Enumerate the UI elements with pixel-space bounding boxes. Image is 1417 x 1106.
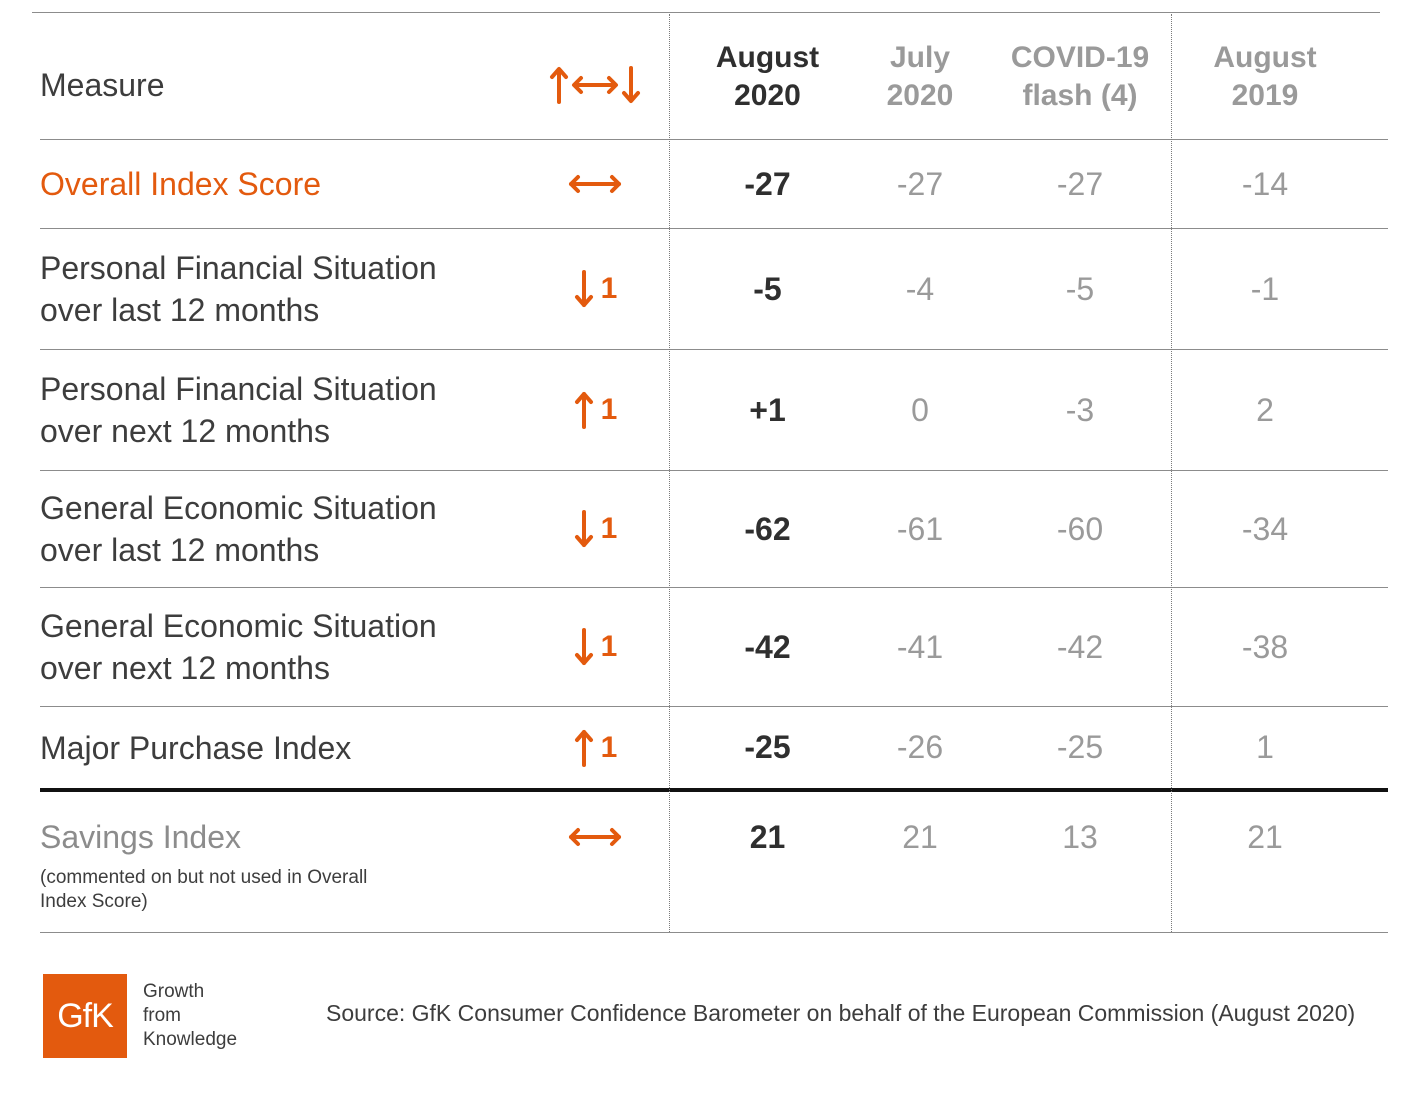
leftright-arrow-icon — [569, 828, 621, 846]
value-ges-last-aug2019: -34 — [1241, 510, 1289, 547]
value-savings-aug2020: 21 — [749, 818, 786, 855]
column-divider — [669, 14, 670, 932]
tagline: Growth from Knowledge — [143, 981, 238, 1050]
trend-savings-index — [540, 800, 650, 874]
value-pfs-last-aug2020: -5 — [753, 270, 782, 307]
value-pfs-next-aug2019: 2 — [1256, 391, 1274, 428]
trend-ges-last: 1 — [540, 471, 650, 587]
arrow-down-icon — [574, 628, 593, 665]
arrow-up-leftright-down-icon — [550, 66, 640, 104]
gfk-logo-text: GfK — [57, 996, 114, 1035]
gfk-logo: GfK — [43, 974, 127, 1058]
bottom-rule — [40, 932, 1388, 933]
value-savings-aug2019: 21 — [1247, 818, 1283, 855]
arrow-down-icon — [574, 270, 593, 307]
value-ges-next-jul2020: -41 — [896, 628, 944, 665]
trend-ges-next: 1 — [540, 588, 650, 706]
row-label-ges-next: General Economic Situation over next 12 … — [40, 608, 437, 686]
row-rule — [40, 470, 1388, 471]
savings-separator — [40, 788, 1388, 792]
value-savings-covid: 13 — [1062, 818, 1098, 855]
top-rule — [32, 12, 1380, 13]
row-label-ges-last: General Economic Situation over last 12 … — [40, 490, 437, 568]
row-label-savings-index: Savings Index — [40, 819, 242, 855]
row-label-pfs-last: Personal Financial Situation over last 1… — [40, 250, 437, 328]
savings-note: (commented on but not used in Overall In… — [40, 867, 368, 912]
value-ges-next-aug2019: -38 — [1241, 628, 1289, 665]
arrow-up-icon — [574, 392, 593, 429]
value-ges-next-covid: -42 — [1056, 628, 1104, 665]
value-savings-jul2020: 21 — [902, 818, 938, 855]
column-divider — [1171, 14, 1172, 932]
row-rule — [40, 349, 1388, 350]
value-ges-last-covid: -60 — [1056, 510, 1104, 547]
trend-overall-index — [540, 140, 650, 228]
value-ges-last-jul2020: -61 — [896, 510, 944, 547]
trend-pfs-next: 1 — [540, 350, 650, 470]
value-pfs-next-aug2020: +1 — [749, 391, 786, 428]
value-pfs-next-jul2020: 0 — [911, 391, 929, 428]
value-overall-aug2019: -14 — [1241, 165, 1289, 202]
value-overall-jul2020: -27 — [896, 165, 944, 202]
row-rule — [40, 706, 1388, 707]
arrow-up-icon — [574, 729, 593, 767]
value-ges-last-aug2020: -62 — [744, 510, 791, 547]
arrow-down-icon — [574, 510, 593, 547]
value-pfs-last-aug2019: -1 — [1250, 270, 1280, 307]
value-major-purchase-aug2020: -25 — [744, 729, 791, 765]
header-covid-flash: COVID-19 flash (4) — [1010, 41, 1150, 112]
row-rule — [40, 228, 1388, 229]
row-label-pfs-next: Personal Financial Situation over next 1… — [40, 371, 437, 449]
header-aug-2020: August 2020 — [715, 41, 820, 112]
value-pfs-last-covid: -5 — [1065, 270, 1095, 307]
header-aug-2019: August 2019 — [1213, 41, 1317, 112]
value-pfs-last-jul2020: -4 — [905, 270, 935, 307]
value-major-purchase-covid: -25 — [1056, 729, 1104, 765]
row-rule — [40, 587, 1388, 588]
row-label-major-purchase: Major Purchase Index — [40, 729, 352, 766]
header-jul-2020: July 2020 — [886, 41, 954, 112]
source-citation: Source: GfK Consumer Confidence Baromete… — [326, 1000, 1356, 1026]
value-overall-aug2020: -27 — [744, 165, 791, 202]
value-major-purchase-aug2019: 1 — [1256, 729, 1274, 765]
value-overall-covid: -27 — [1056, 165, 1104, 202]
trend-major-purchase: 1 — [540, 707, 650, 788]
value-major-purchase-jul2020: -26 — [896, 729, 944, 765]
trend-legend-icon — [540, 40, 650, 130]
trend-pfs-last: 1 — [540, 229, 650, 349]
row-label-overall-index: Overall Index Score — [40, 166, 322, 202]
header-rule — [40, 139, 1388, 140]
value-ges-next-aug2020: -42 — [744, 628, 791, 665]
leftright-arrow-icon — [569, 175, 621, 193]
value-pfs-next-covid: -3 — [1065, 391, 1095, 428]
header-measure: Measure — [40, 67, 165, 103]
